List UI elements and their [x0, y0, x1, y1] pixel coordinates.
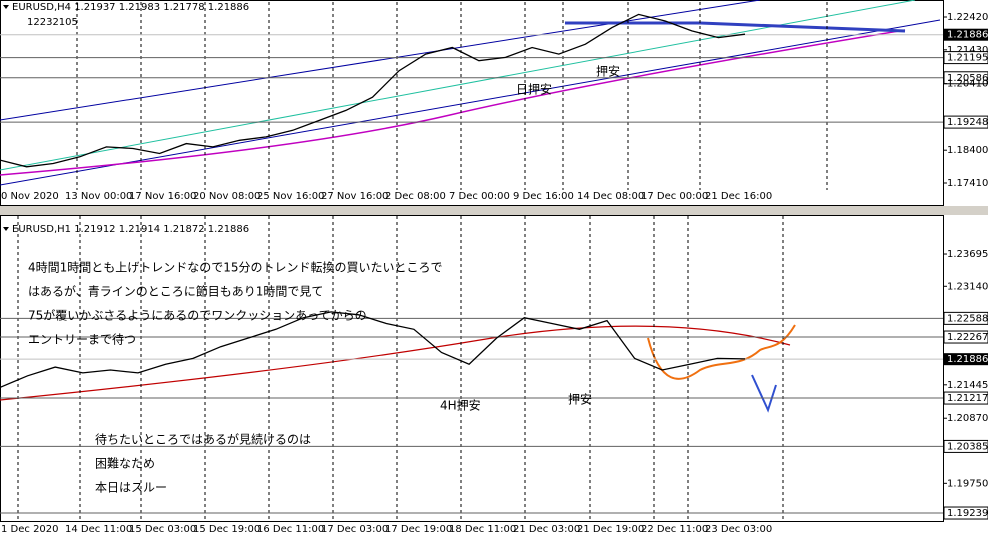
symbol-header: EURUSD,H4 1.21937 1.21983 1.21778 1.2188…: [12, 2, 249, 13]
h1-overlays: [0, 324, 796, 413]
price-box: [943, 439, 988, 453]
comment-line: 4時間1時間とも上げトレンドなので15分のトレンド転換の買いたいところで: [28, 261, 443, 275]
time-label: 21 Dec 03:00: [513, 524, 580, 535]
price-label: 1.21886: [947, 354, 988, 365]
h4-frame: [0, 0, 944, 206]
menu-triangle: [3, 5, 9, 9]
time-label: 18 Dec 11:00: [449, 524, 516, 535]
price-box: [943, 51, 988, 65]
price-label: 1.22267: [947, 332, 988, 343]
time-label: 21 Dec 19:00: [577, 524, 644, 535]
annotation: 日押安: [516, 82, 552, 97]
price-label: 1.21195: [947, 53, 988, 64]
time-label: 2 Dec 08:00: [385, 191, 446, 202]
price-box: [943, 71, 988, 85]
comment-line: はあるが、青ラインのところに節目もあり1時間で見て: [28, 284, 323, 299]
price-label: 1.22420: [947, 12, 988, 23]
time-label: 27 Nov 16:00: [321, 191, 388, 202]
time-label: 16 Dec 11:00: [257, 524, 324, 535]
time-label: 15 Dec 19:00: [193, 524, 260, 535]
time-label: 15 Dec 03:00: [129, 524, 196, 535]
price-box: [943, 391, 988, 405]
time-label: 7 Dec 00:00: [449, 191, 510, 202]
time-label: 14 Dec 11:00: [65, 524, 132, 535]
price-label: 1.20410: [947, 79, 988, 90]
price-label: 1.21886: [947, 30, 988, 41]
price-box: [943, 115, 988, 129]
time-label: 9 Dec 16:00: [513, 191, 574, 202]
price-label: 1.21217: [947, 393, 988, 404]
price-label: 1.22588: [947, 313, 988, 324]
price-line-closes: [0, 13, 746, 168]
price-box: [944, 28, 988, 41]
time-label: 17 Nov 16:00: [129, 191, 196, 202]
comment-line: 本日はスルー: [95, 481, 167, 495]
price-line-closes: [0, 311, 746, 388]
time-label: 20 Nov 08:00: [193, 191, 260, 202]
price-box: [943, 330, 988, 344]
comment-line: エントリーまで待つ: [28, 333, 136, 347]
price-label: 1.19750: [947, 478, 988, 489]
menu-triangle: [3, 227, 9, 231]
ma-red: [0, 325, 791, 401]
separator: [0, 206, 988, 215]
time-label: 13 Nov 00:00: [65, 191, 132, 202]
h4-overlays: [0, 0, 941, 186]
price-box: [943, 506, 988, 520]
price-label: 1.18400: [947, 145, 988, 156]
price-label: 1.23140: [947, 281, 988, 292]
price-label: 1.19239: [947, 508, 988, 519]
price-label: 1.20385: [947, 441, 988, 452]
time-label: 25 Nov 16:00: [257, 191, 324, 202]
annotation: 押安: [596, 64, 620, 79]
time-label: 17 Dec 00:00: [641, 191, 708, 202]
time-label: 17 Dec 03:00: [321, 524, 388, 535]
symbol-header: EURUSD,H1 1.21912 1.21914 1.21872 1.2188…: [12, 224, 249, 235]
price-label: 1.21430: [947, 45, 988, 56]
annotation: 4H押安: [440, 398, 481, 413]
channel-upper: [0, 0, 761, 121]
ma-slow: [0, 29, 906, 176]
drawn-path: [647, 324, 796, 380]
time-label: 21 Dec 16:00: [705, 191, 772, 202]
time-label: 0 Nov 2020: [1, 191, 59, 202]
annotation: 押安: [568, 392, 592, 407]
price-box: [943, 311, 988, 325]
price-label: 1.23695: [947, 249, 988, 260]
price-label: 1.21445: [947, 380, 988, 391]
price-label: 1.19248: [947, 117, 988, 128]
channel-lower: [0, 19, 941, 186]
comment-line: 待ちたいところではあるが見続けるのは: [95, 432, 311, 447]
price-label: 1.20870: [947, 413, 988, 424]
time-label: 23 Dec 03:00: [705, 524, 772, 535]
time-label: 22 Dec 11:00: [641, 524, 708, 535]
price-box: [944, 353, 988, 366]
h1-frame: [0, 215, 944, 522]
price-label: 1.17410: [947, 178, 988, 189]
resistance-line: [565, 21, 906, 33]
comment-line: 困難なため: [95, 456, 155, 471]
account-note: 12232105: [27, 17, 78, 28]
trend-line: [0, 0, 916, 171]
time-label: 17 Dec 19:00: [385, 524, 452, 535]
drawn-arrow: [751, 374, 777, 413]
time-label: 14 Dec 08:00: [577, 191, 644, 202]
price-label: 1.20586: [947, 73, 988, 84]
comment-line: 75が覆いかぶさるようにあるのでワンクッションあってからの: [28, 308, 367, 323]
time-label: 1 Dec 2020: [1, 524, 59, 535]
